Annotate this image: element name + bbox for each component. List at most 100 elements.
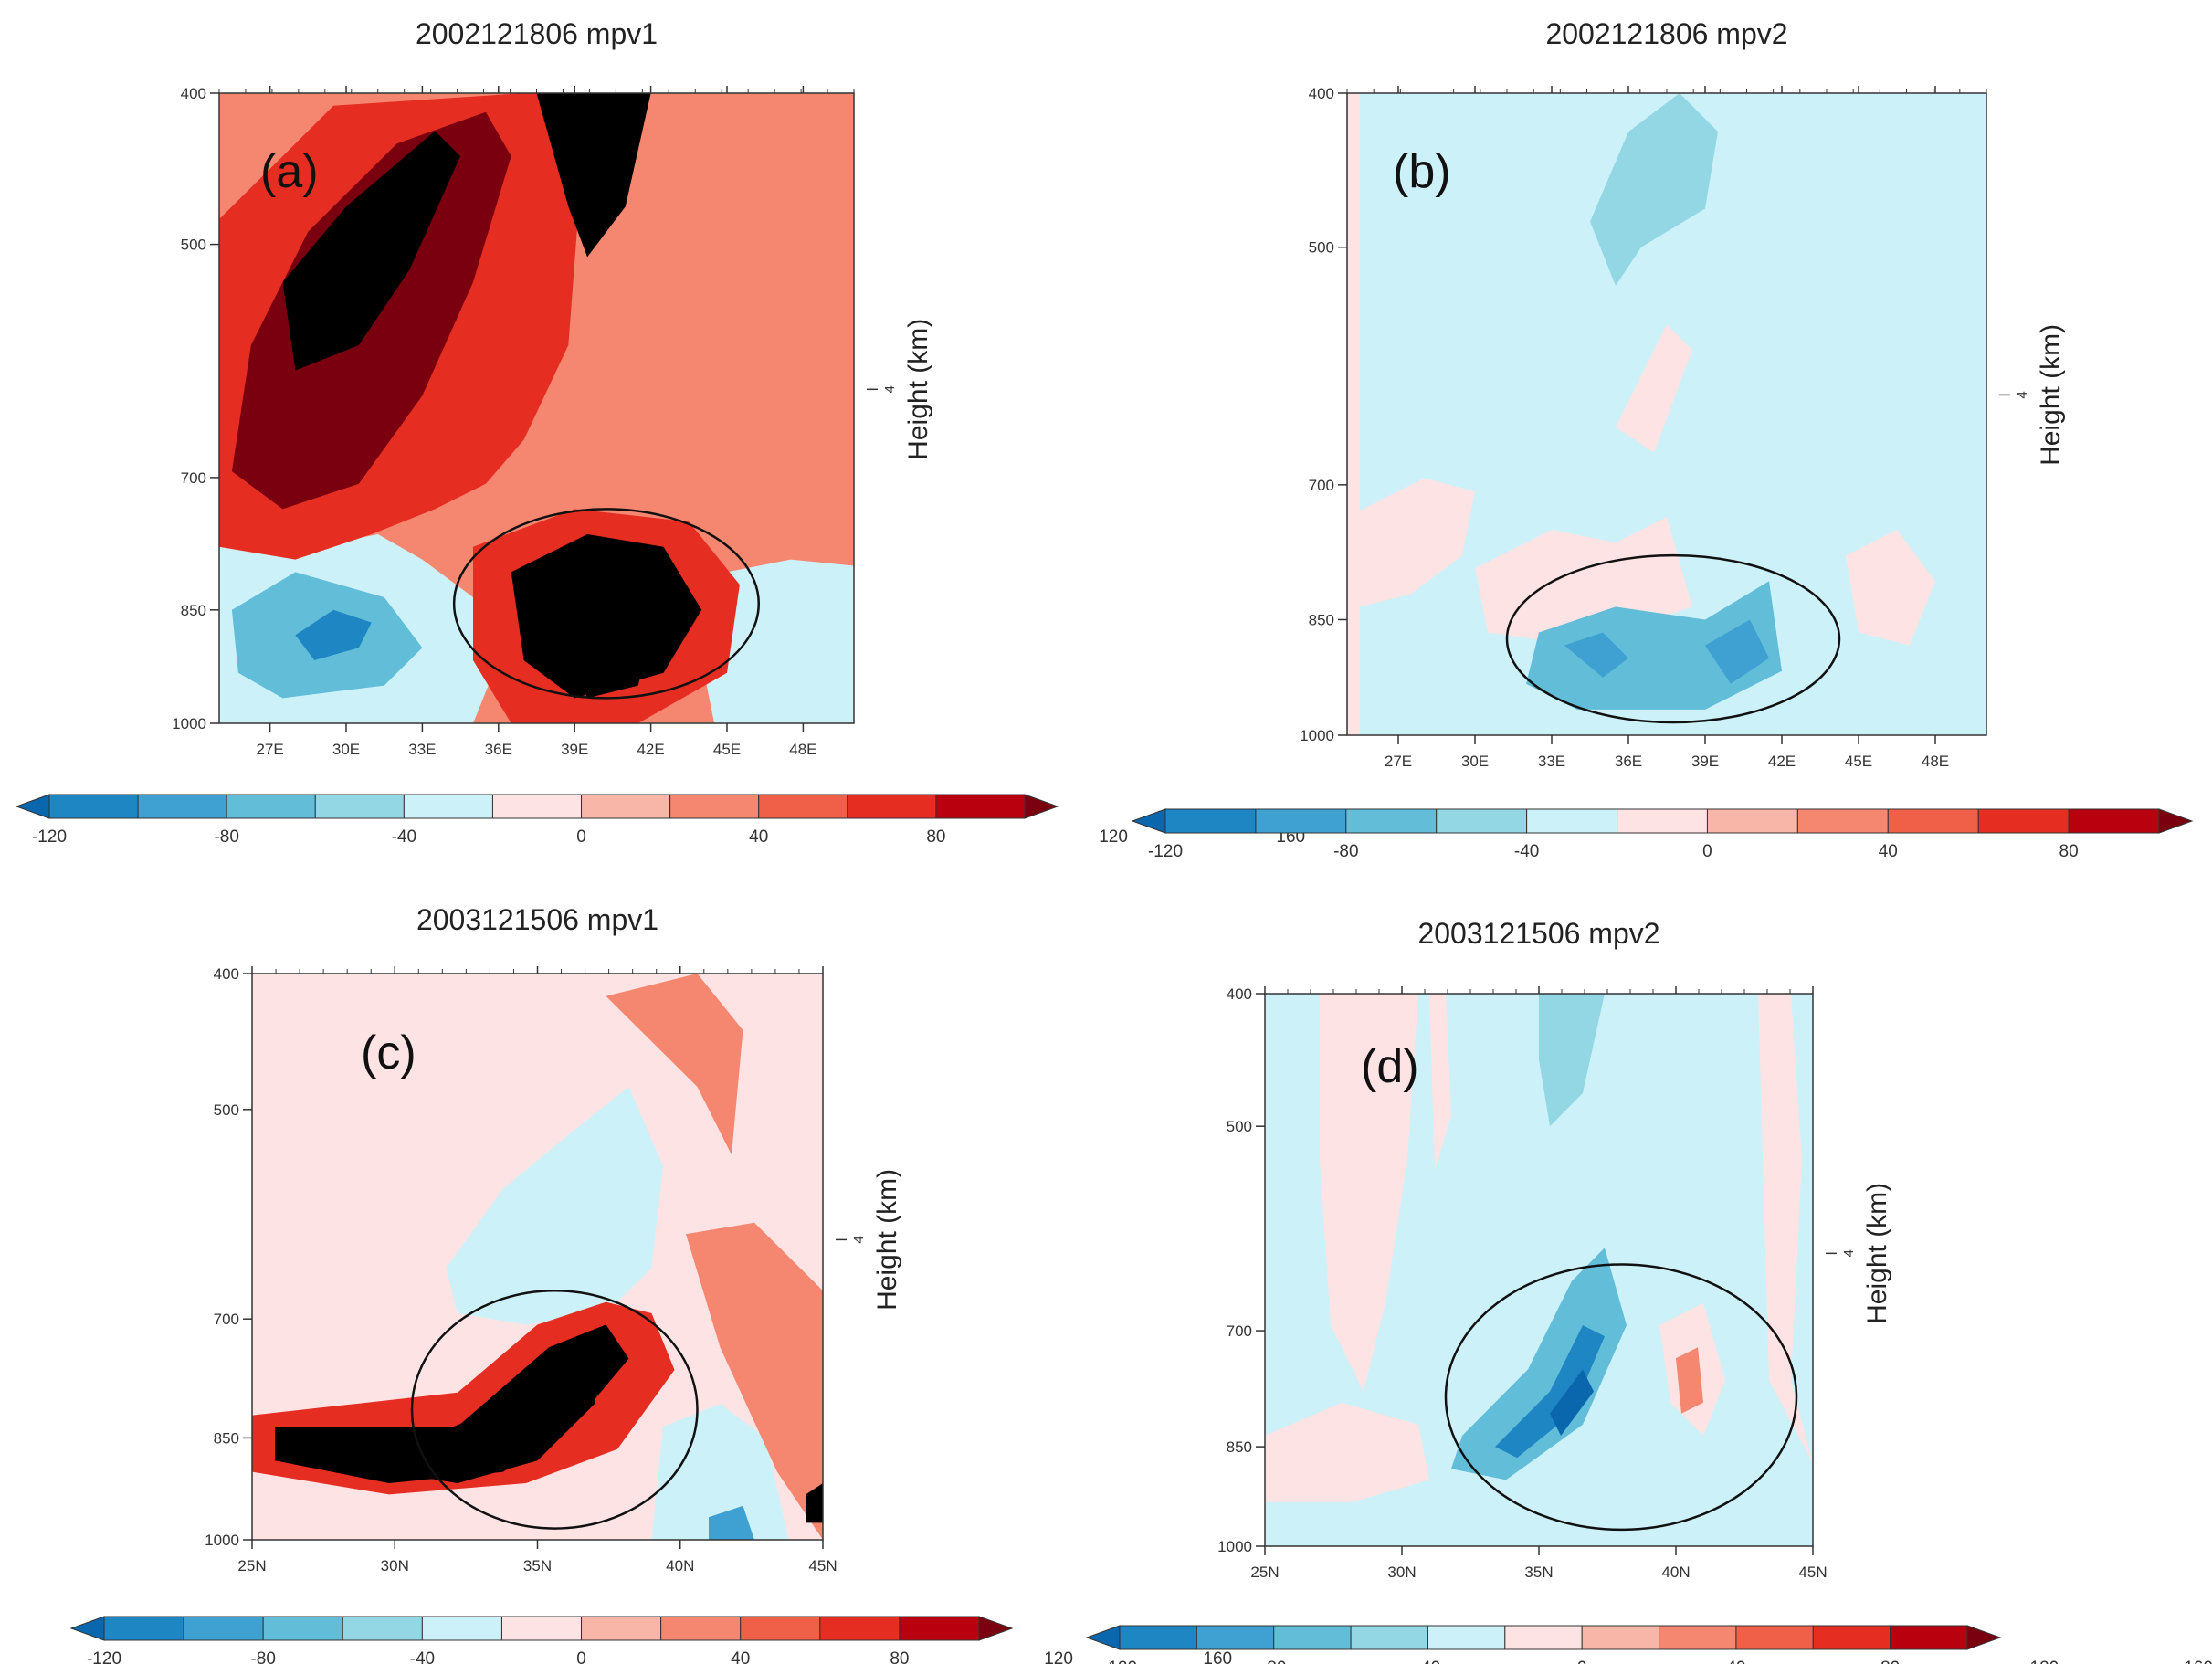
colorbar-tick-label: 80 xyxy=(890,1649,909,1664)
y-tick-label: 1000 xyxy=(1217,1538,1252,1555)
y-tick-label: 500 xyxy=(181,237,206,254)
panel-b: 2002121806 mpv2 400 500 700 850 1000 27E 30E 33E… xyxy=(1300,17,2066,770)
x-tick-label: 27E xyxy=(1385,753,1412,770)
colorbar-tick-label: -80 xyxy=(214,827,238,847)
panel-label: (b) xyxy=(1393,145,1451,198)
x-tick-label: 40N xyxy=(1661,1564,1690,1581)
panel-label: (c) xyxy=(361,1027,416,1079)
colorbar-tick-label: 0 xyxy=(576,827,586,847)
x-tick-label: 35N xyxy=(523,1557,552,1574)
y-tick-label: 850 xyxy=(214,1429,239,1447)
colorbar-segment xyxy=(183,1616,264,1641)
y-tick-label: 850 xyxy=(181,602,206,619)
highlight-ellipse xyxy=(410,1289,699,1530)
x-tick-label: 42E xyxy=(1768,753,1796,770)
contour-field xyxy=(1347,93,1986,735)
panel-title: 2003121506 mpv1 xyxy=(416,903,658,936)
y-tick-label: 400 xyxy=(214,965,239,983)
colorbar-segment xyxy=(1526,808,1618,834)
panel-label: (a) xyxy=(260,145,319,198)
contour-region xyxy=(1320,994,1418,1392)
y-tick-label: 1000 xyxy=(205,1532,239,1549)
colorbar-segment xyxy=(1659,1625,1737,1650)
colorbar-arrow-low xyxy=(69,1616,105,1641)
x-tick-label: 39E xyxy=(1691,753,1719,770)
colorbar-segment xyxy=(1119,1625,1197,1650)
colorbar-segment xyxy=(1796,808,1889,834)
contour-field xyxy=(1265,994,1813,1546)
colorbar-segment xyxy=(669,794,760,819)
colorbar-tick-label: -40 xyxy=(392,827,416,847)
colorbar-segment xyxy=(48,794,139,819)
colorbar-segment xyxy=(1164,808,1257,834)
colorbar-segment xyxy=(1977,808,2070,834)
panel-d: 2003121506 mpv2 400 500 700 850 1000 25N 30N 35N… xyxy=(1217,917,1892,1581)
colorbar-tick-label: 120 xyxy=(1099,827,1128,847)
y-tick-label: 1000 xyxy=(172,715,206,732)
colorbar-segment xyxy=(1196,1625,1275,1650)
x-tick-label: 48E xyxy=(1922,753,1949,770)
panel-label: (d) xyxy=(1361,1040,1419,1093)
contour-region xyxy=(1347,93,1360,735)
right-axis-title: Height (km) xyxy=(872,1169,902,1311)
colorbar-arrow-low xyxy=(1131,808,1166,834)
colorbar-tick-label: 120 xyxy=(1044,1649,1073,1664)
contour-region xyxy=(1616,324,1692,453)
right-tick-label: 4 xyxy=(851,1236,867,1243)
contour-region xyxy=(686,1222,823,1540)
colorbar-tick-label: -120 xyxy=(32,827,67,847)
right-tick-label: 4 xyxy=(2015,391,2030,398)
colorbar-tick-label: 40 xyxy=(1726,1659,1745,1664)
right-tick-label: 4 xyxy=(1841,1249,1857,1257)
colorbar-tick-label: -120 xyxy=(87,1649,121,1664)
colorbar-segment xyxy=(314,794,405,819)
colorbar-segment xyxy=(660,1616,742,1641)
colorbar-tick-label: -40 xyxy=(1514,842,1539,861)
y-tick-label: 400 xyxy=(1309,85,1334,102)
contour-region xyxy=(1265,1402,1429,1502)
contour-region xyxy=(606,974,743,1155)
contour-region xyxy=(295,609,372,660)
contour-region xyxy=(389,1347,606,1483)
colorbar-segment xyxy=(935,794,1026,819)
colorbar-segment xyxy=(1890,1625,1968,1650)
colorbar-segment xyxy=(491,794,583,819)
colorbar-segment xyxy=(819,1616,901,1641)
contour-region xyxy=(1550,1369,1594,1436)
colorbar-segment xyxy=(103,1616,184,1641)
colorbar-segment xyxy=(421,1616,502,1641)
colorbar-segment xyxy=(581,1616,662,1641)
x-tick-label: 45E xyxy=(1845,753,1872,770)
colorbar-segment xyxy=(1581,1625,1660,1650)
panel-a: 2002121806 mpv1 400 500 700 850 1000 27E 30E 33E… xyxy=(172,17,933,758)
colorbar-segment xyxy=(403,794,493,819)
x-tick-label: 25N xyxy=(1250,1564,1279,1581)
colorbar-tick-label: 80 xyxy=(926,827,945,847)
x-tick-label: 25N xyxy=(237,1557,266,1574)
x-tick-label: 30E xyxy=(1461,753,1489,770)
colorbar-arrow-low xyxy=(1085,1625,1121,1650)
contour-region xyxy=(282,131,461,371)
x-tick-label: 42E xyxy=(637,741,664,758)
y-tick-label: 400 xyxy=(1227,985,1252,1003)
colorbar-arrow-high xyxy=(1024,794,1059,819)
colorbar-tick-label: 0 xyxy=(1702,842,1712,861)
x-tick-label: 30N xyxy=(381,1557,409,1574)
colorbar-segment xyxy=(500,1616,583,1641)
contour-region xyxy=(1705,619,1769,684)
contour-region xyxy=(1526,581,1782,710)
colorbar-segment xyxy=(740,1616,821,1641)
colorbar-tick-label: 40 xyxy=(749,827,768,847)
y-tick-label: 500 xyxy=(214,1101,239,1119)
y-tick-label: 400 xyxy=(181,85,206,102)
panel-title: 2002121806 mpv1 xyxy=(416,17,658,50)
y-tick-label: 500 xyxy=(1227,1118,1252,1135)
colorbar-arrow-high xyxy=(1966,1625,2002,1650)
right-axis-title: Height (km) xyxy=(1862,1183,1892,1324)
contour-region xyxy=(536,93,651,258)
x-tick-label: 33E xyxy=(408,741,436,758)
